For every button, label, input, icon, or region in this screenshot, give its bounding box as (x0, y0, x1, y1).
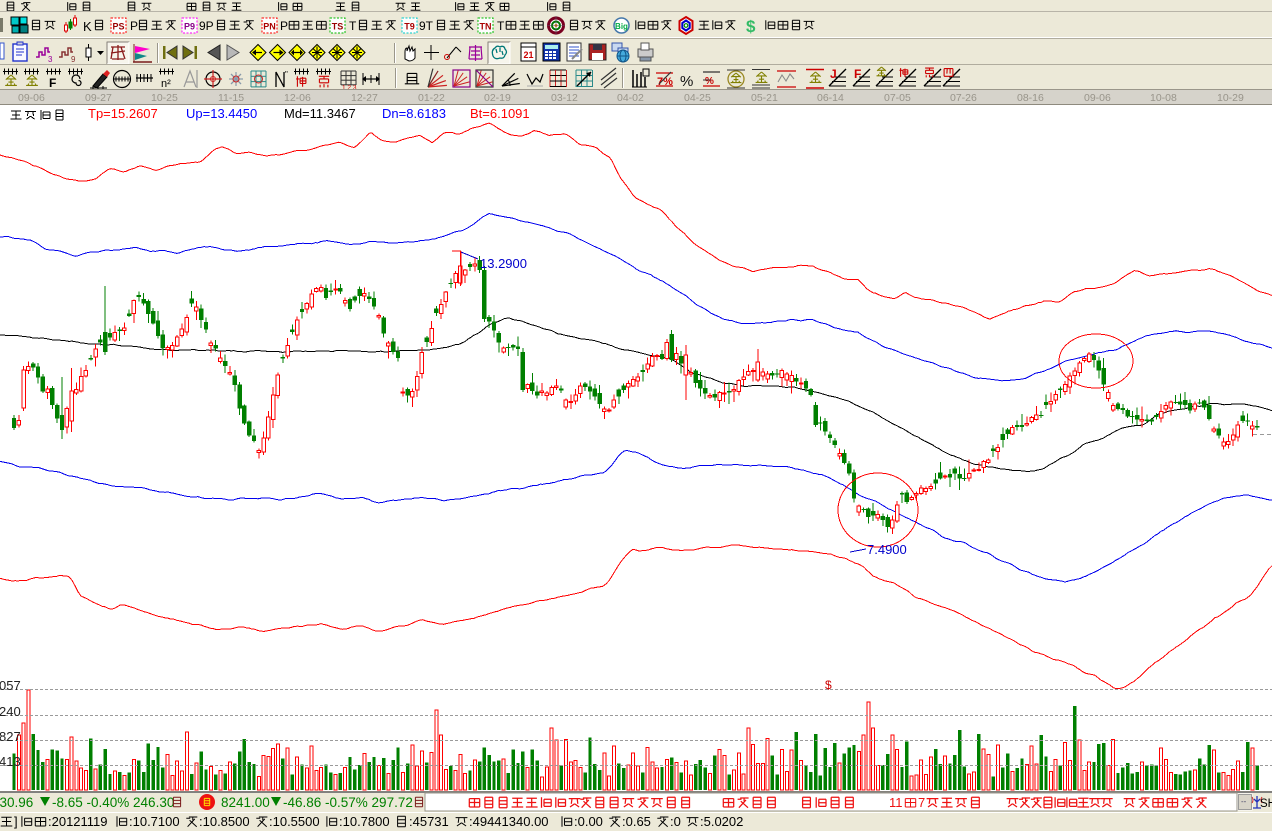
svg-text:PS: PS (112, 22, 124, 32)
svg-text:11-15: 11-15 (218, 92, 244, 104)
svg-text::20121119: :20121119 (48, 814, 108, 829)
svg-text:T9: T9 (404, 22, 415, 32)
svg-text:Dn=8.6183: Dn=8.6183 (382, 106, 446, 121)
svg-text:057: 057 (0, 678, 21, 693)
svg-text:TS: TS (332, 22, 344, 32)
svg-text::10.7100: :10.7100 (129, 814, 180, 829)
svg-text:8241.00: 8241.00 (221, 795, 270, 810)
svg-text:J: J (830, 67, 837, 81)
svg-text:9T: 9T (419, 19, 434, 33)
svg-text::49441340.00: :49441340.00 (469, 814, 549, 829)
svg-text:10-29: 10-29 (1217, 92, 1244, 104)
svg-text:Big: Big (615, 22, 628, 31)
svg-text:%: % (705, 76, 714, 87)
svg-text:1 2 3: 1 2 3 (342, 85, 357, 91)
svg-text::10.7800: :10.7800 (339, 814, 390, 829)
svg-text:-46.86 -0.57% 297.72: -46.86 -0.57% 297.72 (283, 795, 413, 810)
svg-text:PN: PN (263, 22, 276, 32)
svg-text::0: :0 (670, 814, 681, 829)
svg-text:Md=11.3467: Md=11.3467 (284, 106, 356, 121)
svg-text::5.0202: :5.0202 (700, 814, 743, 829)
svg-text:T: T (349, 19, 357, 33)
svg-text:Up=13.4450: Up=13.4450 (186, 106, 257, 121)
svg-text:9P: 9P (199, 19, 214, 33)
svg-text:04-02: 04-02 (617, 92, 644, 104)
svg-text:SH: SH (1260, 798, 1272, 810)
svg-text:01-22: 01-22 (418, 92, 445, 104)
svg-text:F: F (854, 67, 861, 81)
svg-text:]: ] (14, 814, 18, 829)
svg-text:-8.65 -0.40% 246.30: -8.65 -0.40% 246.30 (52, 795, 174, 810)
svg-text:240: 240 (0, 704, 21, 719)
svg-text:T: T (497, 19, 505, 33)
svg-text:P9: P9 (184, 22, 195, 32)
svg-text:Tp=15.2607: Tp=15.2607 (88, 106, 158, 121)
svg-text:09-06: 09-06 (18, 92, 45, 104)
svg-text:3: 3 (48, 55, 53, 64)
svg-text:04-25: 04-25 (684, 92, 711, 104)
svg-text:--: -- (1241, 797, 1247, 806)
svg-text::10.8500: :10.8500 (199, 814, 250, 829)
svg-text:21: 21 (523, 50, 533, 60)
svg-text:03-12: 03-12 (551, 92, 578, 104)
svg-text:n²: n² (161, 78, 171, 90)
svg-text:02-19: 02-19 (484, 92, 511, 104)
svg-text:11: 11 (889, 795, 903, 810)
svg-text:$: $ (746, 17, 756, 36)
svg-text:13.2900: 13.2900 (480, 256, 527, 271)
svg-text:": " (285, 70, 288, 79)
svg-text:7%: 7% (657, 76, 673, 88)
svg-text:K: K (83, 19, 92, 34)
svg-text::45731: :45731 (409, 814, 449, 829)
svg-text:07-05: 07-05 (884, 92, 911, 104)
svg-text:TN: TN (480, 22, 492, 32)
svg-text:7.4900: 7.4900 (867, 542, 907, 557)
svg-text::10.5500: :10.5500 (269, 814, 320, 829)
svg-text:413: 413 (0, 754, 21, 769)
svg-text:09-27: 09-27 (85, 92, 112, 104)
svg-text:$: $ (825, 678, 832, 692)
svg-text:08-16: 08-16 (1017, 92, 1044, 104)
svg-text:06-14: 06-14 (817, 92, 844, 104)
svg-text:07-26: 07-26 (950, 92, 977, 104)
svg-text:P: P (280, 19, 288, 33)
svg-text:12-06: 12-06 (284, 92, 311, 104)
svg-text:10-08: 10-08 (1150, 92, 1177, 104)
svg-text:10-25: 10-25 (151, 92, 178, 104)
svg-text:9: 9 (71, 55, 76, 64)
svg-text::0.65: :0.65 (622, 814, 651, 829)
svg-text:P: P (130, 19, 138, 33)
svg-text::0.00: :0.00 (574, 814, 603, 829)
svg-text:09-06: 09-06 (1084, 92, 1111, 104)
svg-text:130.96: 130.96 (0, 795, 33, 810)
svg-text:05-21: 05-21 (751, 92, 778, 104)
svg-text:F: F (49, 76, 56, 90)
svg-text:Bt=6.1091: Bt=6.1091 (470, 106, 530, 121)
svg-text:%: % (680, 73, 693, 90)
svg-text:12-27: 12-27 (351, 92, 378, 104)
svg-text:7: 7 (918, 795, 925, 810)
svg-text:827: 827 (0, 729, 21, 744)
